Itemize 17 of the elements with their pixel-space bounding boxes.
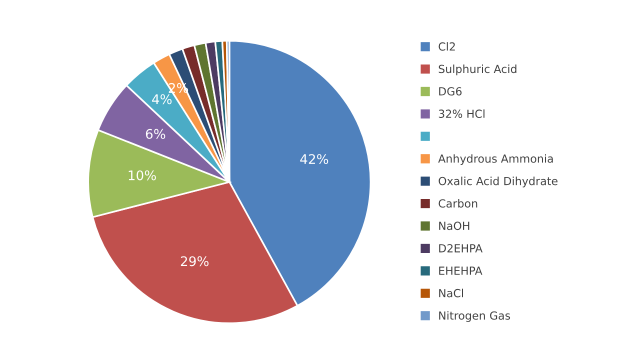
legend-label: Anhydrous Ammonia bbox=[438, 154, 553, 165]
legend-label: Sulphuric Acid bbox=[438, 64, 516, 76]
data-label: 42% bbox=[300, 154, 328, 164]
data-label: 10% bbox=[128, 170, 156, 180]
legend-label: Nitrogen Gas bbox=[439, 311, 510, 322]
legend-label: EHEHPA bbox=[439, 266, 482, 275]
data-label: 6% bbox=[146, 128, 166, 139]
data-label: 29% bbox=[180, 256, 209, 266]
legend-label: D2EHPA bbox=[439, 244, 483, 252]
legend-label: NaOH bbox=[439, 222, 470, 230]
legend-label: Cl2 bbox=[438, 42, 455, 51]
legend-label: Oxalic Acid Dihydrate bbox=[438, 176, 558, 188]
legend-label: DG6 bbox=[439, 87, 462, 96]
legend-label: 32% HCl bbox=[438, 109, 484, 118]
data-label: 4% bbox=[152, 94, 172, 104]
legend-label: NaCl bbox=[439, 288, 463, 298]
legend-label: Carbon bbox=[438, 199, 478, 208]
